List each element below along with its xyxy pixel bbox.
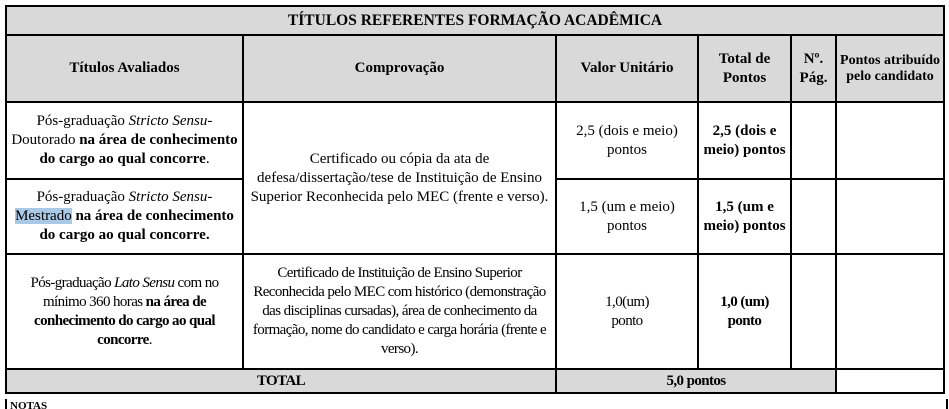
notes-heading: NOTAS xyxy=(5,399,948,409)
total-pontos-cell[interactable] xyxy=(834,368,946,394)
header-comprovacao: Comprovação xyxy=(242,34,557,103)
total-cell: 2,5 (dois e meio) pontos xyxy=(697,101,792,180)
pag-cell[interactable] xyxy=(790,101,837,180)
total-value: 5,0 pontos xyxy=(555,368,837,394)
titulo-selected-text: Mestrado xyxy=(15,208,72,224)
titulo-text: - xyxy=(207,113,213,129)
total-row: TOTAL 5,0 pontos xyxy=(5,368,946,394)
table-title: TÍTULOS REFERENTES FORMAÇÃO ACADÊMICA xyxy=(4,5,946,36)
titulo-text: . xyxy=(148,331,153,348)
total-label: TOTAL xyxy=(5,368,557,394)
pontos-cell[interactable] xyxy=(834,253,946,370)
pag-cell[interactable] xyxy=(790,253,837,370)
titulo-text: . xyxy=(205,227,210,243)
pag-cell[interactable] xyxy=(790,178,837,255)
valor-cell: 1,0(um) ponto xyxy=(555,253,699,370)
titulo-italic: Stricto Sensu xyxy=(128,189,208,205)
pontos-cell[interactable] xyxy=(834,178,946,255)
titulo-text: Pós-graduação xyxy=(30,274,115,291)
table-row: Pós-graduação Stricto Sensu- Mestrado na… xyxy=(5,178,946,255)
titulo-italic: Stricto Sensu xyxy=(128,113,208,129)
titulo-text: Pós-graduação xyxy=(36,189,129,205)
titulo-text: . xyxy=(205,151,210,167)
comprovacao-cell: Certificado de Instituição de Ensino Sup… xyxy=(242,253,557,370)
total-cell: 1,5 (um e meio) pontos xyxy=(697,178,792,255)
titulo-text: Pós-graduação xyxy=(36,113,129,129)
titulos-table: TÍTULOS REFERENTES FORMAÇÃO ACADÊMICA Tí… xyxy=(4,5,946,394)
titulo-text: Doutorado xyxy=(11,132,76,148)
valor-cell: 2,5 (dois e meio) pontos xyxy=(555,101,699,180)
titulo-bold: na área de conhecimento do cargo ao qual… xyxy=(34,293,216,348)
table-row: Pós-graduação Lato Sensu com no mínimo 3… xyxy=(5,253,946,370)
header-pag: Nº. Pág. xyxy=(790,34,837,103)
valor-cell: 1,5 (um e meio) pontos xyxy=(555,178,699,255)
titulo-italic: Lato Sensu xyxy=(114,274,175,291)
titulo-text: - xyxy=(207,189,213,205)
titulo-bold: na área de conhecimento do cargo ao qual… xyxy=(39,208,234,243)
table-row: Pós-graduação Stricto Sensu- Doutorado n… xyxy=(5,101,946,255)
titulo-bold: na área de conhecimento do cargo ao qual… xyxy=(39,132,238,167)
titulo-text: com no mínimo 360 horas xyxy=(42,274,219,310)
header-titulos: Títulos Avaliados xyxy=(5,34,244,103)
titulo-cell: Pós-graduação Stricto Sensu- Doutorado n… xyxy=(5,101,244,180)
header-valor: Valor Unitário xyxy=(555,34,699,103)
pontos-cell[interactable] xyxy=(834,101,946,180)
header-total: Total de Pontos xyxy=(697,34,792,103)
titulo-cell: Pós-graduação Stricto Sensu- Mestrado na… xyxy=(5,178,244,255)
header-pontos: Pontos atribuído pelo candidato xyxy=(834,34,946,103)
total-cell: 1,0 (um) ponto xyxy=(697,253,792,370)
comprovacao-cell: Certificado ou cópia da ata de defesa/di… xyxy=(242,101,557,255)
titulo-cell: Pós-graduação Lato Sensu com no mínimo 3… xyxy=(5,253,244,370)
